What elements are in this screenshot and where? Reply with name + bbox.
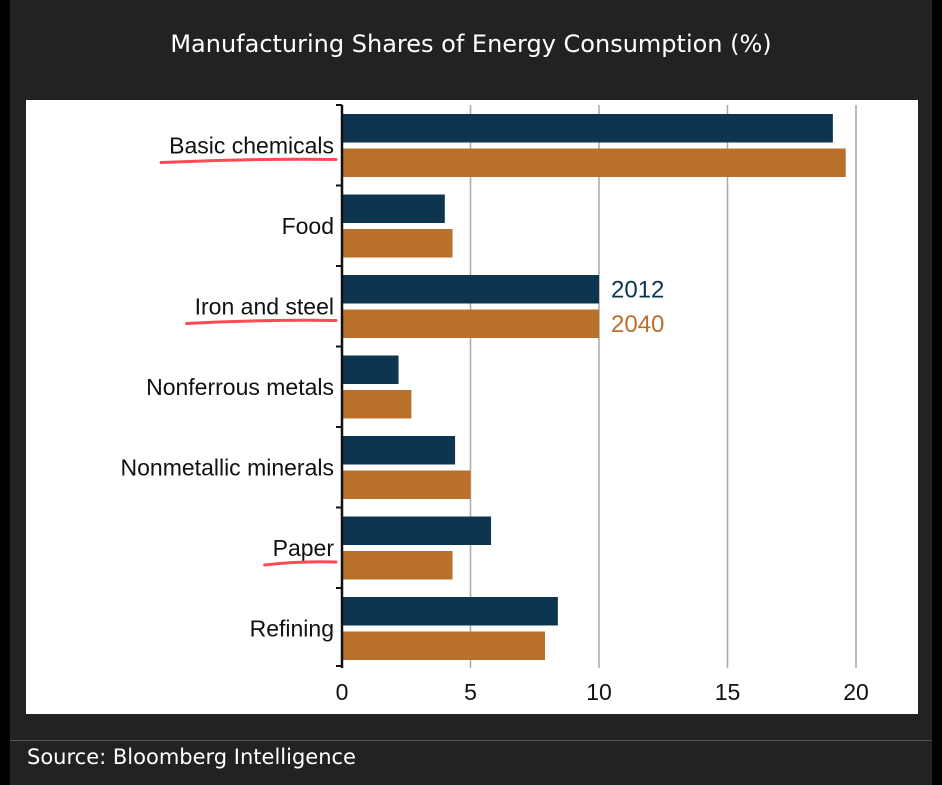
highlight-underline [263, 560, 338, 567]
x-tick-label: 0 [336, 679, 349, 705]
plot-panel: Basic chemicals Food Iron and steel Nonferr… [26, 100, 918, 714]
bar-2040-nonmetallic-minerals [342, 470, 471, 499]
category-label: Food [282, 213, 334, 239]
bar-2040-refining [342, 631, 546, 660]
bar-2012-refining [342, 597, 558, 626]
x-tick-label: 10 [586, 679, 612, 705]
bar-2040-food [342, 229, 453, 258]
bar-2012-nonmetallic-minerals [342, 436, 456, 465]
category-label: Nonferrous metals [146, 374, 334, 400]
category-label: Basic chemicals [169, 133, 334, 159]
category-label: Iron and steel [195, 294, 334, 320]
highlight-underline [159, 157, 338, 164]
bar-2040-nonferrous-metals [342, 390, 412, 419]
x-tick-label: 20 [843, 679, 869, 705]
series-label-2040: 2040 [611, 311, 664, 338]
chart-title: Manufacturing Shares of Energy Consumpti… [170, 30, 772, 58]
series-label-2012: 2012 [611, 276, 664, 303]
bar-2012-nonferrous-metals [342, 355, 399, 384]
bar-2040-iron-and-steel [342, 309, 599, 338]
bar-2012-food [342, 194, 445, 223]
category-label: Paper [273, 535, 335, 561]
x-tick-label: 5 [464, 679, 477, 705]
bar-2012-paper [342, 516, 492, 545]
source-note: Source: Bloomberg Intelligence [27, 745, 356, 769]
bar-chart: Basic chemicals Food Iron and steel Nonferr… [121, 104, 869, 705]
bar-2040-paper [342, 551, 453, 580]
x-tick-label: 15 [715, 679, 741, 705]
bar-2012-basic-chemicals [342, 114, 833, 143]
chart-frame: Manufacturing Shares of Energy Consumpti… [10, 0, 932, 785]
category-label: Refining [250, 616, 334, 642]
highlight-underline [185, 318, 338, 325]
divider [10, 740, 932, 741]
bar-2040-basic-chemicals [342, 148, 846, 177]
category-label: Nonmetallic minerals [121, 455, 334, 481]
bar-2012-iron-and-steel [342, 275, 599, 304]
